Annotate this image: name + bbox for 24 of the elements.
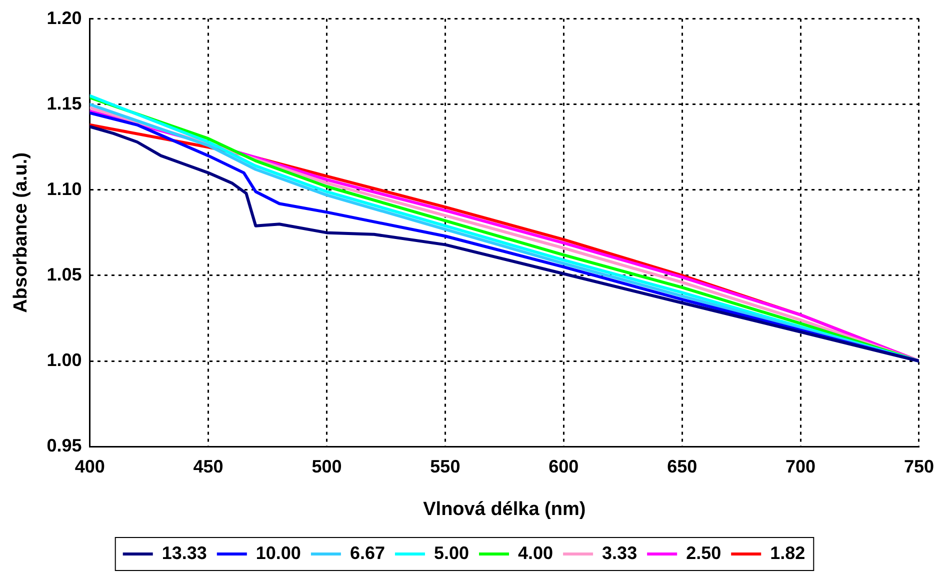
x-tick-label: 550 — [430, 456, 460, 476]
legend-label: 3.33 — [602, 542, 638, 563]
legend-label: 6.67 — [350, 542, 385, 563]
y-axis-title: Absorbance (a.u.) — [10, 152, 32, 313]
legend-label: 1.82 — [770, 542, 806, 563]
x-axis-title: Vlnová délka (nm) — [423, 498, 586, 520]
y-tick-label: 1.15 — [46, 93, 82, 114]
legend-label: 5.00 — [434, 542, 470, 563]
y-tick-label: 1.05 — [46, 264, 82, 284]
y-tick-label: 0.95 — [46, 436, 82, 456]
y-tick-label: 1.00 — [46, 350, 82, 370]
legend-label: 13.33 — [162, 542, 207, 563]
x-tick-label: 450 — [193, 456, 224, 476]
legend-label: 2.50 — [686, 542, 722, 563]
x-tick-label: 700 — [786, 456, 816, 476]
y-tick-label: 1.20 — [46, 8, 82, 28]
x-tick-label: 600 — [548, 456, 579, 476]
y-tick-label: 1.10 — [46, 178, 82, 199]
x-tick-label: 500 — [312, 456, 342, 476]
x-tick-label: 750 — [904, 456, 934, 476]
legend-label: 4.00 — [518, 542, 554, 563]
x-tick-label: 650 — [667, 456, 698, 476]
legend-label: 10.00 — [256, 542, 301, 563]
x-tick-label: 400 — [74, 456, 105, 476]
